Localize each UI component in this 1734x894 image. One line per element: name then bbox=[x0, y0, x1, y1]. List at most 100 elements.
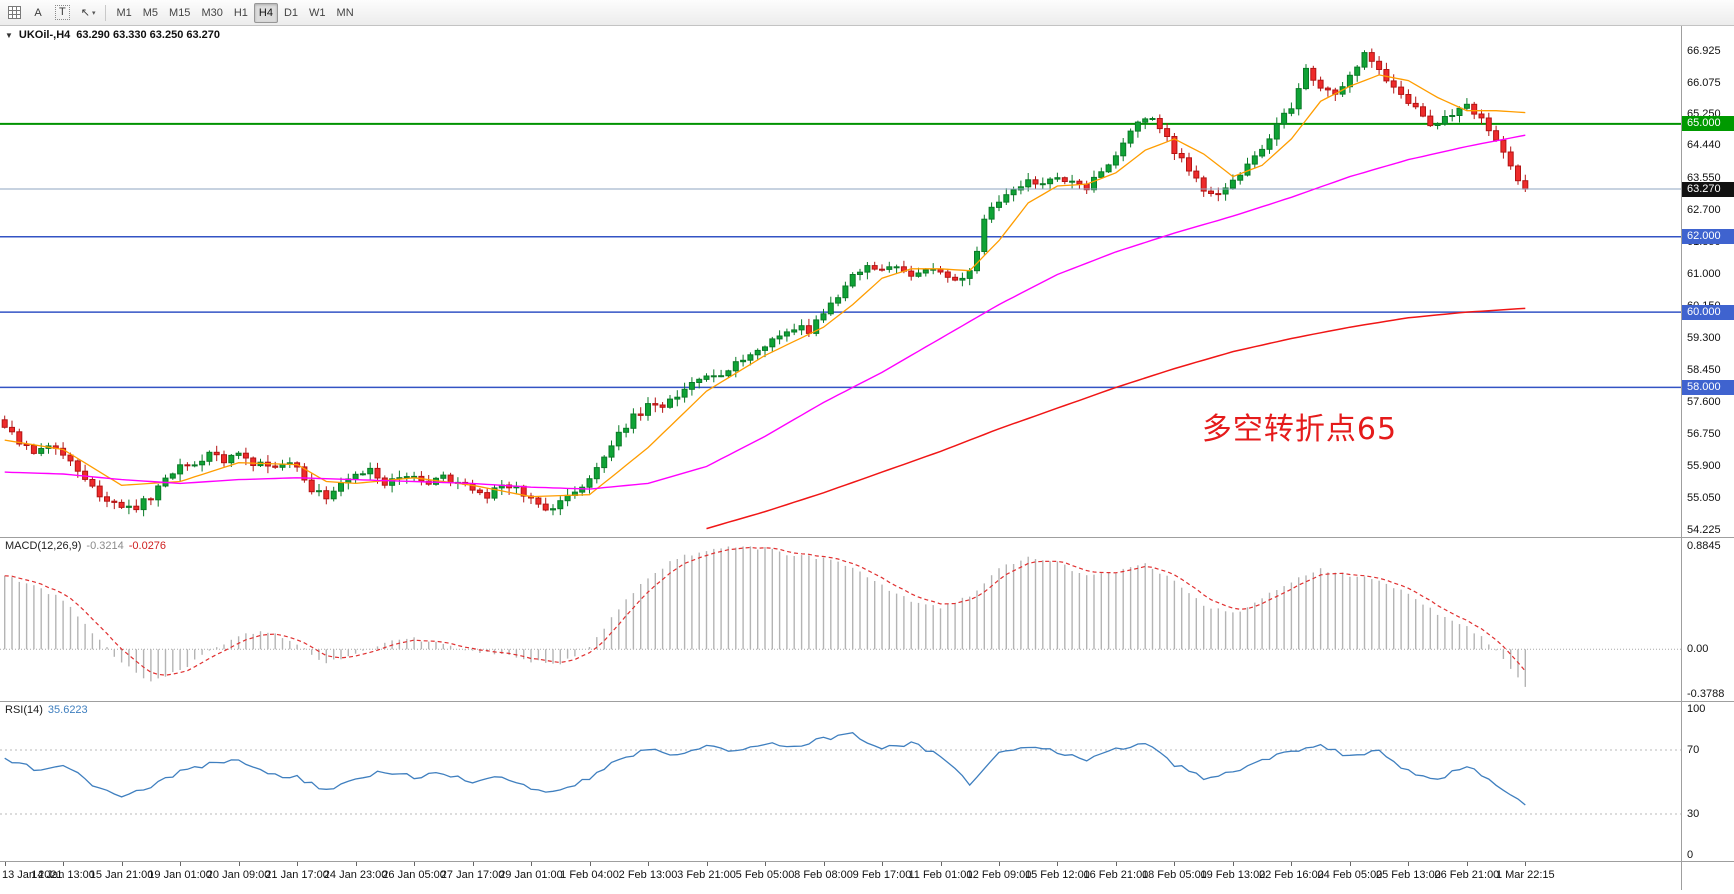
time-axis-label: 24 Feb 05:00 bbox=[1317, 869, 1383, 881]
rsi-axis[interactable]: 100 70 30 0 bbox=[1681, 702, 1734, 862]
candlestick-chart bbox=[0, 48, 1681, 530]
price-axis-label: 56.750 bbox=[1687, 428, 1721, 441]
time-axis-tick bbox=[1349, 862, 1351, 866]
time-axis-label: 15 Jan 21:00 bbox=[89, 869, 154, 881]
time-axis-label: 15 Feb 12:00 bbox=[1024, 869, 1090, 881]
price-axis-label: 66.925 bbox=[1687, 45, 1721, 58]
time-axis-label: 19 Feb 13:00 bbox=[1200, 869, 1266, 881]
time-axis-label: 12 Feb 09:00 bbox=[966, 869, 1032, 881]
grid-icon[interactable] bbox=[3, 3, 26, 23]
time-axis-label: 3 Feb 21:00 bbox=[677, 869, 736, 881]
timeframe-w1-button[interactable]: W1 bbox=[304, 3, 331, 23]
price-level-badge: 62.000 bbox=[1682, 229, 1734, 245]
time-axis-tick bbox=[4, 862, 6, 866]
time-axis-tick bbox=[1408, 862, 1410, 866]
time-axis[interactable]: 13 Jan 2021 14 Jan 13:00 15 Jan 21:00 19 Ja… bbox=[0, 862, 1681, 890]
price-axis-label: 59.300 bbox=[1687, 332, 1721, 345]
price-axis-label: 61.000 bbox=[1687, 268, 1721, 281]
time-axis-label: 8 Feb 08:00 bbox=[794, 869, 853, 881]
price-level-badge: 60.000 bbox=[1682, 304, 1734, 320]
grid-icon bbox=[8, 6, 21, 19]
chart-area: ▼ UKOil-,H4 63.290 63.330 63.250 63.270 … bbox=[0, 26, 1734, 890]
time-axis-tick bbox=[706, 862, 708, 866]
price-axis-label: 57.600 bbox=[1687, 396, 1721, 409]
price-axis-label: 55.900 bbox=[1687, 460, 1721, 473]
cursor-icon: ↖ bbox=[80, 7, 90, 19]
time-axis-tick bbox=[940, 862, 942, 866]
time-axis-label: 19 Jan 01:00 bbox=[148, 869, 212, 881]
time-axis-tick bbox=[180, 862, 182, 866]
axis-corner bbox=[1681, 862, 1734, 890]
time-axis-tick bbox=[297, 862, 299, 866]
macd-signal-value: -0.0276 bbox=[128, 540, 167, 552]
cursor-dropdown-button[interactable]: ↖ ▾ bbox=[76, 3, 101, 23]
timeframe-h1-button[interactable]: H1 bbox=[229, 3, 253, 23]
timeframe-d1-button[interactable]: D1 bbox=[279, 3, 303, 23]
rsi-indicator bbox=[0, 732, 1681, 815]
timeframe-m15-button[interactable]: M15 bbox=[164, 3, 195, 23]
time-axis-label: 26 Jan 05:00 bbox=[382, 869, 446, 881]
time-axis-label: 11 Feb 01:00 bbox=[908, 869, 973, 881]
macd-panel[interactable]: MACD(12,26,9) -0.3214 -0.0276 bbox=[0, 538, 1681, 702]
price-axis-label: 64.440 bbox=[1687, 138, 1721, 151]
macd-main-value: -0.3214 bbox=[86, 540, 124, 552]
toolbar: A T ↖ ▾ M1 M5 M15 M30 H1 H4 D1 W1 MN bbox=[0, 0, 1734, 26]
rsi-name: RSI(14) bbox=[5, 704, 43, 716]
time-axis-tick bbox=[589, 862, 591, 866]
rsi-axis-label: 30 bbox=[1687, 808, 1700, 820]
time-axis-tick bbox=[414, 862, 416, 866]
time-axis-tick bbox=[1291, 862, 1293, 866]
time-axis-tick bbox=[1525, 862, 1527, 866]
one-click-trading-toggle-icon[interactable]: ▼ bbox=[5, 30, 13, 40]
chevron-down-icon: ▾ bbox=[91, 9, 96, 17]
macd-indicator bbox=[0, 546, 1681, 687]
price-chart-panel[interactable]: ▼ UKOil-,H4 63.290 63.330 63.250 63.270 … bbox=[0, 26, 1681, 538]
toolbar-separator bbox=[105, 4, 107, 21]
timeframe-h4-button[interactable]: H4 bbox=[253, 2, 278, 23]
time-axis-label: 1 Mar 22:15 bbox=[1495, 869, 1555, 881]
rsi-axis-label: 70 bbox=[1687, 744, 1700, 756]
macd-axis[interactable]: 0.8845 0.00 -0.3788 bbox=[1681, 538, 1734, 702]
timeframe-m30-button[interactable]: M30 bbox=[196, 3, 227, 23]
price-axis-label: 62.700 bbox=[1687, 204, 1721, 217]
price-axis-label: 58.450 bbox=[1687, 364, 1721, 377]
price-axis[interactable]: 66.92566.07565.25064.44063.55062.70061.8… bbox=[1681, 26, 1734, 538]
text-tool-button[interactable]: T bbox=[50, 3, 75, 23]
time-axis-label: 29 Jan 01:00 bbox=[499, 869, 563, 881]
time-axis-label: 2 Feb 13:00 bbox=[618, 869, 678, 881]
time-axis-label: 21 Jan 17:00 bbox=[265, 869, 329, 881]
time-axis-tick bbox=[238, 862, 240, 866]
annotation-a-button[interactable]: A bbox=[27, 3, 49, 23]
rsi-label: RSI(14) 35.6223 bbox=[5, 704, 88, 716]
macd-axis-label: 0.00 bbox=[1687, 643, 1709, 656]
time-axis-label: 9 Feb 17:00 bbox=[852, 869, 912, 881]
time-axis-tick bbox=[1174, 862, 1176, 866]
timeframe-m5-button[interactable]: M5 bbox=[138, 3, 163, 23]
time-axis-tick bbox=[1115, 862, 1117, 866]
chart-header: ▼ UKOil-,H4 63.290 63.330 63.250 63.270 bbox=[5, 29, 220, 41]
rsi-panel[interactable]: RSI(14) 35.6223 bbox=[0, 702, 1681, 862]
time-axis-tick bbox=[1057, 862, 1059, 866]
chart-annotation-text[interactable]: 多空转折点65 bbox=[1201, 412, 1398, 448]
time-axis-label: 26 Feb 21:00 bbox=[1434, 869, 1500, 881]
timeframe-mn-button[interactable]: MN bbox=[332, 3, 359, 23]
macd-name: MACD(12,26,9) bbox=[5, 540, 82, 552]
time-axis-tick bbox=[63, 862, 65, 866]
price-level-badge: 63.270 bbox=[1682, 181, 1734, 197]
timeframe-m1-button[interactable]: M1 bbox=[111, 3, 136, 23]
time-axis-label: 25 Feb 13:00 bbox=[1375, 869, 1441, 881]
macd-axis-label: 0.8845 bbox=[1687, 539, 1721, 552]
macd-axis-label: -0.3788 bbox=[1687, 687, 1725, 700]
time-axis-tick bbox=[648, 862, 649, 866]
rsi-value: 35.6223 bbox=[47, 704, 88, 716]
time-axis-label: 20 Jan 09:00 bbox=[206, 869, 271, 881]
price-axis-label: 63.550 bbox=[1687, 172, 1721, 185]
symbol-timeframe-label: UKOil-,H4 bbox=[18, 29, 71, 41]
time-axis-label: 14 Jan 13:00 bbox=[31, 869, 95, 881]
time-axis-label: 22 Feb 16:00 bbox=[1258, 869, 1324, 881]
time-axis-tick bbox=[472, 862, 474, 866]
time-axis-tick bbox=[1232, 862, 1234, 866]
letter-a-icon: A bbox=[34, 6, 42, 19]
ohlc-values: 63.290 63.330 63.250 63.270 bbox=[76, 29, 221, 41]
time-axis-label: 24 Jan 23:00 bbox=[323, 869, 388, 881]
